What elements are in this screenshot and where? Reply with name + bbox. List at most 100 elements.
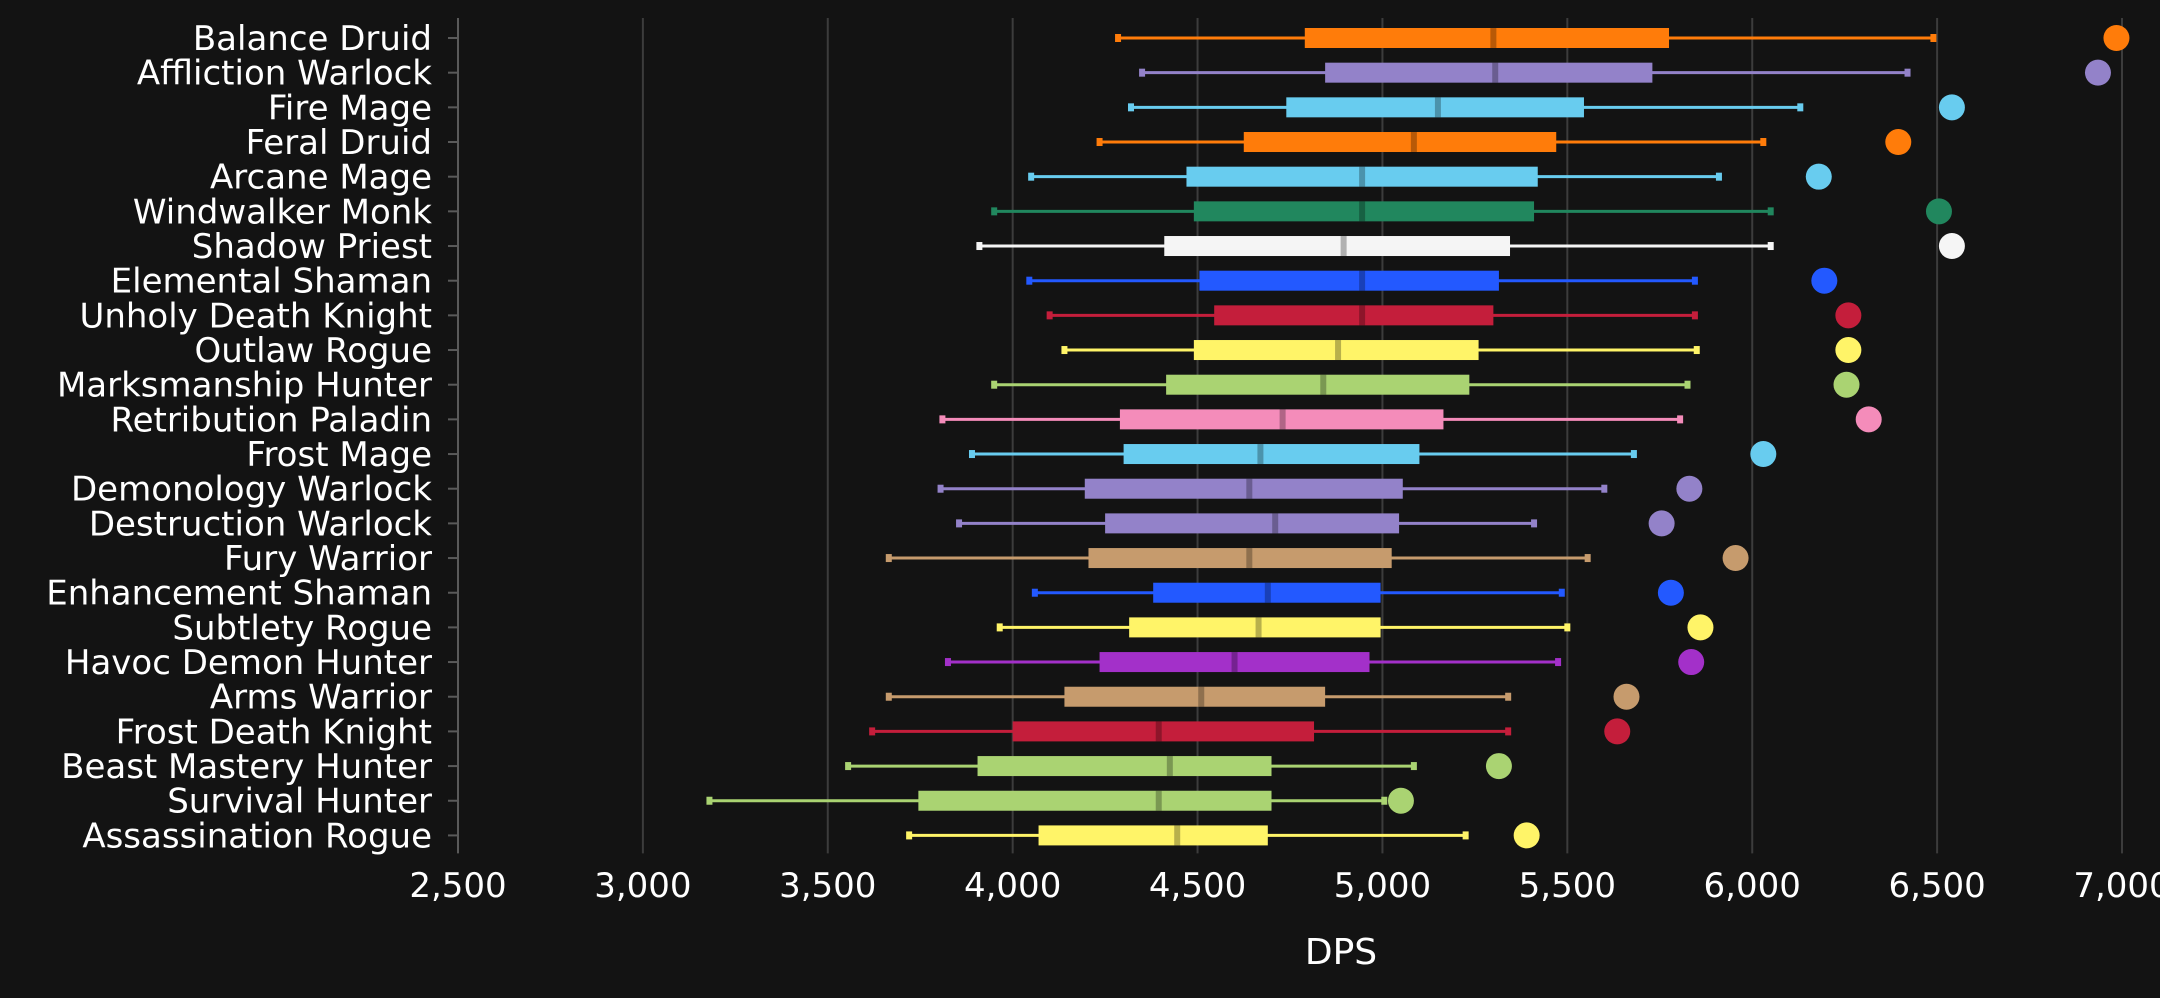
box-group <box>991 198 1952 225</box>
whisker-cap-max <box>1410 762 1417 771</box>
whisker-cap-max <box>1564 623 1571 632</box>
category-label: Feral Druid <box>246 123 432 163</box>
box-group <box>956 510 1675 537</box>
whisker-cap-max <box>1767 207 1774 216</box>
outlier-point <box>1657 579 1684 606</box>
box-group <box>906 822 1540 849</box>
whisker-cap-min <box>885 692 892 701</box>
whisker-cap-max <box>1505 727 1512 736</box>
outlier-point <box>1855 406 1882 433</box>
whisker-cap-min <box>1096 138 1103 147</box>
box-group <box>968 441 1777 468</box>
whisker-cap-min <box>1127 103 1134 112</box>
category-label: Arcane Mage <box>210 158 432 198</box>
box-iqr <box>1286 97 1584 118</box>
whisker-cap-max <box>1558 588 1565 597</box>
category-label: Shadow Priest <box>192 227 432 267</box>
category-label: Frost Death Knight <box>116 712 432 752</box>
box-group <box>845 753 1512 780</box>
box-group <box>1139 59 2111 86</box>
y-axis <box>448 18 459 854</box>
outlier-point <box>1811 267 1838 294</box>
box-iqr <box>1199 270 1499 291</box>
median-line <box>1492 62 1499 83</box>
box-iqr <box>1304 28 1670 48</box>
whisker-cap-min <box>706 796 713 805</box>
whisker-cap-min <box>956 519 963 528</box>
outlier-point <box>1678 649 1705 676</box>
outlier-point <box>1835 337 1862 364</box>
category-label: Beast Mastery Hunter <box>61 747 432 787</box>
whisker-cap-min <box>991 380 998 389</box>
category-label: Unholy Death Knight <box>79 296 432 336</box>
median-line <box>1359 305 1366 326</box>
median-line <box>1155 721 1162 742</box>
whisker-cap-min <box>1026 276 1033 285</box>
whisker-cap-min <box>939 415 946 424</box>
box-group <box>1046 302 1862 329</box>
box-group <box>937 475 1703 502</box>
whisker-cap-max <box>1555 658 1562 667</box>
outlier-point <box>1835 302 1862 329</box>
box-iqr <box>1105 513 1400 534</box>
box-iqr <box>1153 582 1381 603</box>
box-group <box>1127 94 1965 121</box>
x-tick-label: 4,500 <box>1149 866 1246 906</box>
median-line <box>1410 132 1417 153</box>
whisker-cap-max <box>1691 311 1698 320</box>
box-group <box>1026 267 1838 294</box>
median-line <box>1434 97 1441 118</box>
whisker-cap-max <box>1684 380 1691 389</box>
whisker-cap-max <box>1693 346 1700 355</box>
box-group <box>869 718 1631 745</box>
x-tick-label: 4,000 <box>964 866 1061 906</box>
category-label: Windwalker Monk <box>133 192 432 232</box>
outlier-point <box>1805 163 1832 190</box>
grid-lines <box>641 18 2123 854</box>
category-label: Enhancement Shaman <box>46 574 432 614</box>
box-iqr <box>1164 236 1511 257</box>
x-tick-label: 3,000 <box>594 866 691 906</box>
box-group <box>939 406 1882 433</box>
whisker-cap-min <box>869 727 876 736</box>
category-label: Destruction Warlock <box>89 504 432 544</box>
whisker-cap-min <box>976 242 983 251</box>
category-label: Frost Mage <box>246 435 432 475</box>
whisker-cap-min <box>996 623 1003 632</box>
x-tick-label: 2,500 <box>409 866 506 906</box>
whisker-cap-max <box>1381 796 1388 805</box>
box-iqr <box>1088 548 1392 569</box>
box-iqr <box>1243 132 1557 153</box>
category-label: Fire Mage <box>268 88 432 128</box>
box-group <box>885 545 1749 572</box>
box-group <box>1031 579 1684 606</box>
outlier-point <box>1833 371 1860 398</box>
x-tick-label: 5,500 <box>1519 866 1616 906</box>
box-iqr <box>1064 686 1326 707</box>
whisker-cap-min <box>1028 172 1035 181</box>
median-line <box>1490 28 1497 48</box>
whisker-cap-min <box>845 762 852 771</box>
outlier-point <box>1938 233 1965 260</box>
box-group <box>885 683 1640 710</box>
median-line <box>1340 236 1347 257</box>
box-iqr <box>1119 409 1444 430</box>
whisker-cap-max <box>1691 276 1698 285</box>
whisker-cap-max <box>1760 138 1767 147</box>
category-label: Demonology Warlock <box>71 470 432 510</box>
box-group <box>991 371 1860 398</box>
box-iqr <box>1214 305 1494 326</box>
x-axis-title: DPS <box>1305 932 1377 973</box>
box-iqr <box>977 756 1272 777</box>
outlier-point <box>1676 475 1703 502</box>
category-label: Balance Druid <box>193 19 432 59</box>
x-tick-label: 6,000 <box>1704 866 1801 906</box>
box-iqr <box>1193 340 1479 361</box>
whisker-cap-max <box>1930 34 1937 42</box>
median-line <box>1359 201 1366 222</box>
whisker-cap-min <box>1115 34 1122 42</box>
category-label: Assassination Rogue <box>82 816 432 856</box>
box-iqr <box>1123 444 1420 465</box>
outlier-point <box>1613 683 1640 710</box>
outlier-point <box>1722 545 1749 572</box>
